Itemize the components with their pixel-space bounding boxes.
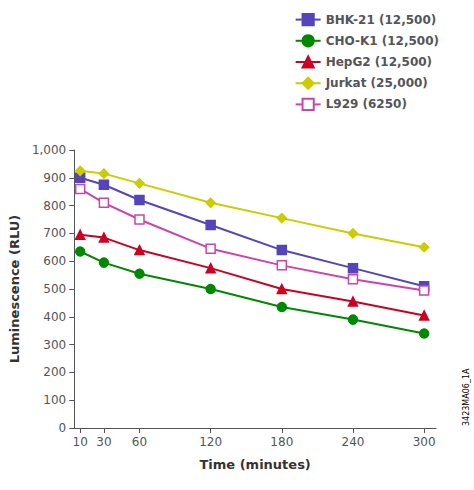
- svg-text:100: 100: [43, 393, 66, 407]
- svg-text:120: 120: [199, 435, 222, 449]
- svg-text:30: 30: [96, 435, 111, 449]
- svg-text:3423MA06_1A: 3423MA06_1A: [462, 368, 471, 426]
- svg-text:200: 200: [43, 365, 66, 379]
- svg-text:60: 60: [132, 435, 147, 449]
- svg-text:BHK-21 (12,500): BHK-21 (12,500): [326, 13, 437, 27]
- svg-text:Jurkat (25,000): Jurkat (25,000): [325, 76, 428, 90]
- svg-text:Luminescence (RLU): Luminescence (RLU): [7, 215, 22, 363]
- svg-text:180: 180: [270, 435, 293, 449]
- svg-text:1,000: 1,000: [32, 143, 66, 157]
- svg-text:600: 600: [43, 254, 66, 268]
- svg-text:240: 240: [342, 435, 365, 449]
- svg-text:300: 300: [413, 435, 436, 449]
- svg-text:400: 400: [43, 310, 66, 324]
- svg-text:Time (minutes): Time (minutes): [199, 457, 310, 472]
- svg-text:700: 700: [43, 226, 66, 240]
- svg-text:800: 800: [43, 199, 66, 213]
- svg-text:300: 300: [43, 338, 66, 352]
- svg-text:10: 10: [73, 435, 88, 449]
- svg-text:500: 500: [43, 282, 66, 296]
- svg-text:0: 0: [59, 421, 67, 435]
- svg-text:CHO-K1 (12,500): CHO-K1 (12,500): [326, 34, 439, 48]
- svg-text:HepG2 (12,500): HepG2 (12,500): [326, 55, 432, 69]
- svg-text:900: 900: [43, 171, 66, 185]
- svg-text:L929 (6250): L929 (6250): [326, 97, 407, 111]
